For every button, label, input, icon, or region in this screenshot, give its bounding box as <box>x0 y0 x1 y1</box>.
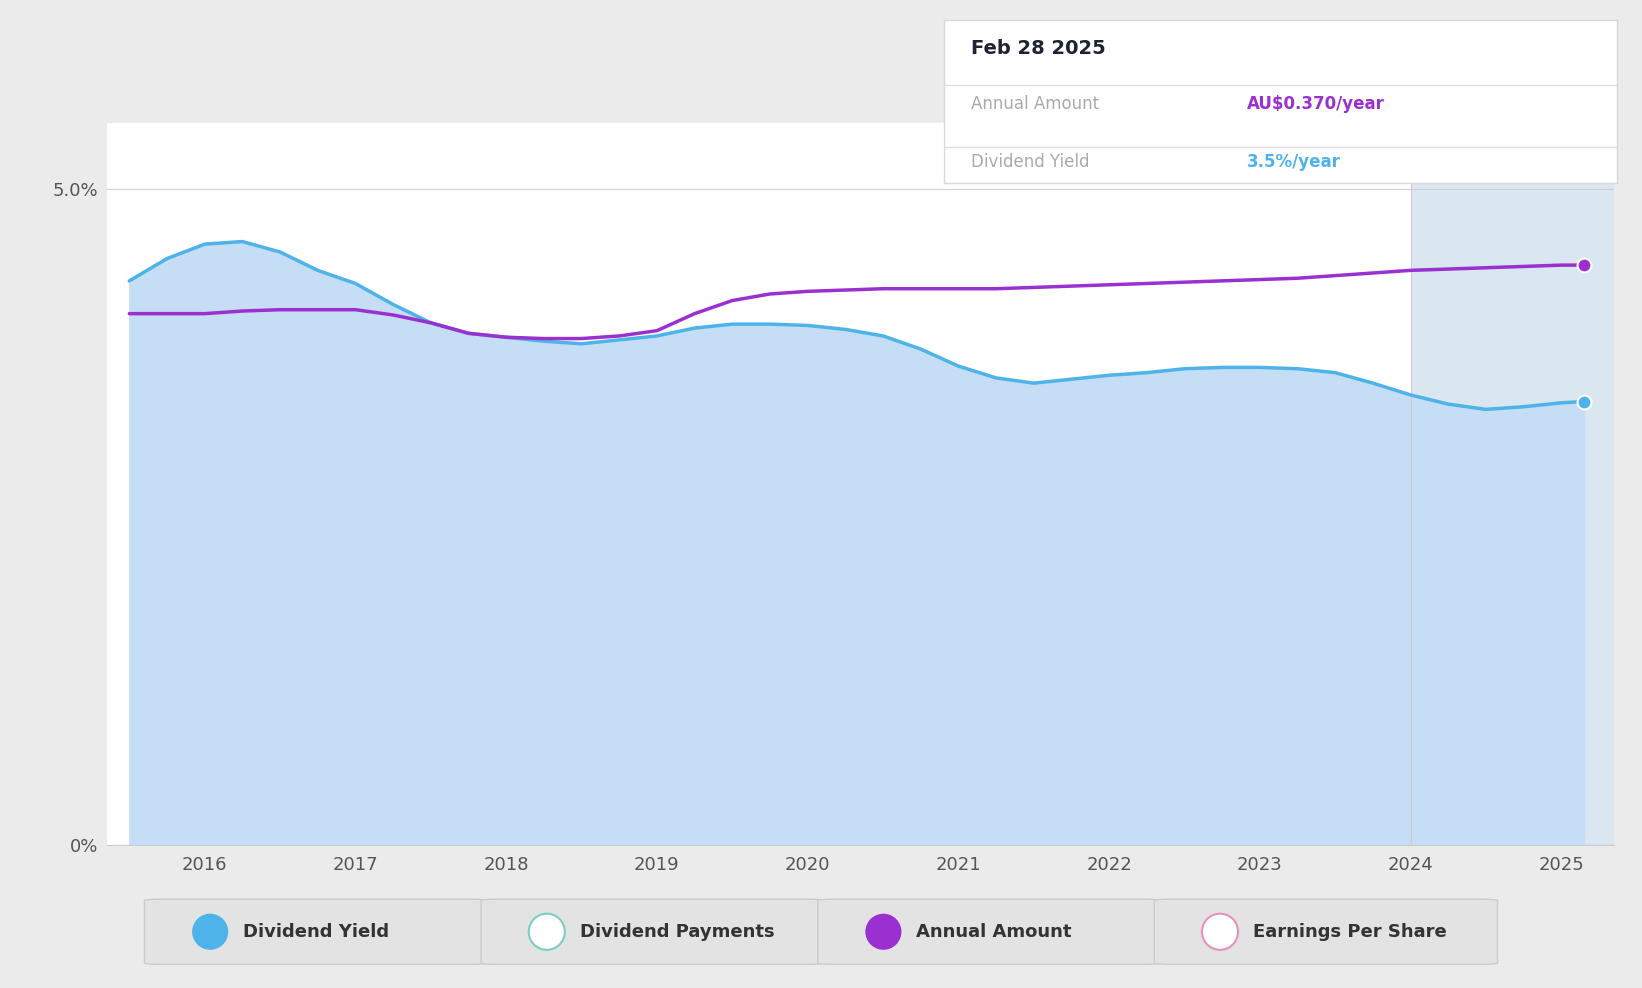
Text: Annual Amount: Annual Amount <box>970 95 1098 113</box>
Text: Dividend Payments: Dividend Payments <box>580 923 775 941</box>
FancyBboxPatch shape <box>144 899 488 964</box>
Text: Annual Amount: Annual Amount <box>916 923 1072 941</box>
Text: Past: Past <box>1419 152 1456 170</box>
Text: Dividend Yield: Dividend Yield <box>243 923 389 941</box>
FancyBboxPatch shape <box>1154 899 1498 964</box>
Text: 3.5%/year: 3.5%/year <box>1248 153 1342 172</box>
Ellipse shape <box>865 914 901 949</box>
Text: Dividend Yield: Dividend Yield <box>970 153 1090 172</box>
Bar <box>1410 124 1642 845</box>
Ellipse shape <box>1202 914 1238 949</box>
Text: Earnings Per Share: Earnings Per Share <box>1253 923 1447 941</box>
FancyBboxPatch shape <box>818 899 1161 964</box>
Text: Feb 28 2025: Feb 28 2025 <box>970 40 1105 58</box>
FancyBboxPatch shape <box>481 899 824 964</box>
Text: AU$0.370/year: AU$0.370/year <box>1248 95 1384 113</box>
Ellipse shape <box>529 914 565 949</box>
Ellipse shape <box>192 914 228 949</box>
